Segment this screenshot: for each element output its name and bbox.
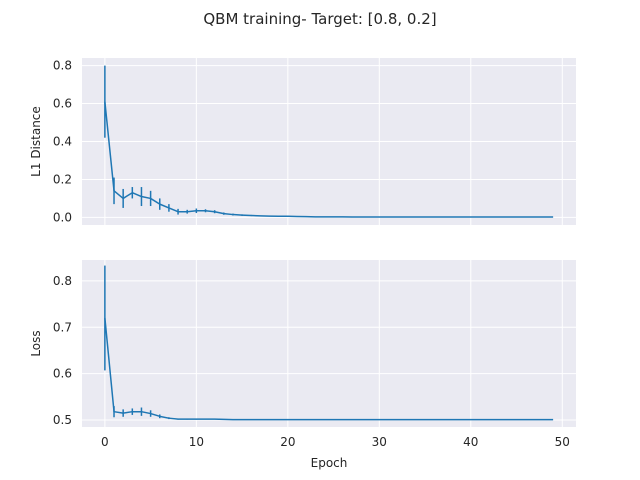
y-tick-label: 0.6 [53, 367, 72, 381]
top-subplot: 0.0 0.2 0.4 0.6 0.8 L1 Distance [29, 58, 576, 225]
bottom-subplot: 0.5 0.6 0.7 0.8 0 10 20 30 40 50 Loss Epoch [29, 260, 576, 470]
y-tick-label: 0.8 [53, 59, 72, 73]
y-axis-label: L1 Distance [29, 106, 43, 177]
y-tick-label: 0.4 [53, 135, 72, 149]
y-axis-label: Loss [29, 330, 43, 356]
series-line [104, 317, 554, 421]
figure-title: QBM training- Target: [0.8, 0.2] [203, 10, 436, 28]
y-tick-label: 0.0 [53, 210, 72, 224]
y-tick-label: 0.8 [53, 274, 72, 288]
x-tick-label: 40 [463, 435, 478, 449]
x-tick-label: 30 [372, 435, 387, 449]
series-line [104, 101, 554, 218]
y-tick-label: 0.6 [53, 97, 72, 111]
x-tick-label: 20 [280, 435, 295, 449]
x-tick-label: 50 [555, 435, 570, 449]
y-tick-label: 0.2 [53, 172, 72, 186]
y-tick-label: 0.7 [53, 320, 72, 334]
x-tick-label: 0 [101, 435, 109, 449]
x-tick-label: 10 [189, 435, 204, 449]
x-axis-label: Epoch [311, 456, 348, 470]
y-tick-label: 0.5 [53, 413, 72, 427]
plot-area [82, 260, 576, 427]
